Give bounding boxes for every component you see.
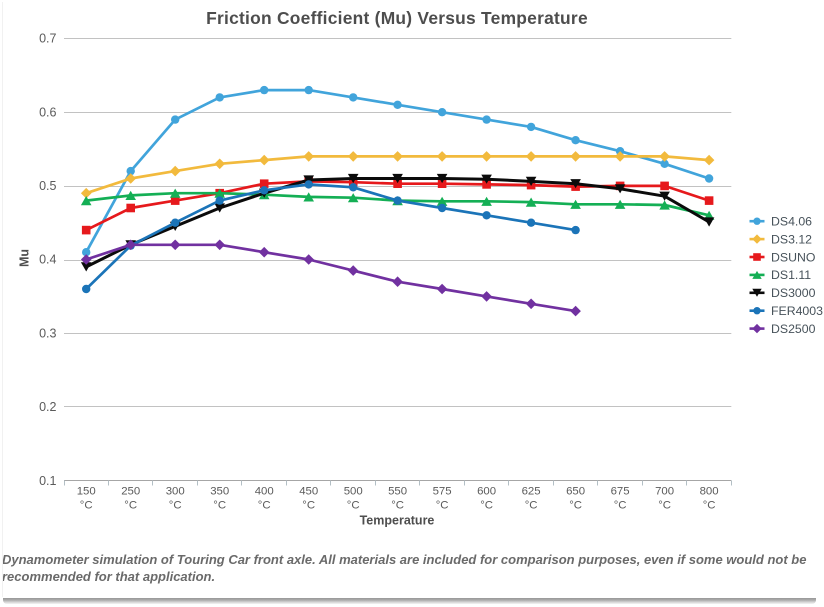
svg-text:650: 650 <box>566 486 585 498</box>
svg-text:°C: °C <box>169 500 182 512</box>
svg-text:500: 500 <box>344 486 363 498</box>
svg-text:°C: °C <box>258 500 271 512</box>
svg-text:625: 625 <box>522 486 541 498</box>
svg-text:°C: °C <box>658 500 671 512</box>
svg-text:150: 150 <box>77 486 96 498</box>
svg-text:°C: °C <box>302 500 315 512</box>
svg-text:0.4: 0.4 <box>39 253 56 267</box>
svg-text:Mu: Mu <box>18 249 32 267</box>
svg-text:DS2500: DS2500 <box>771 322 816 336</box>
svg-text:°C: °C <box>347 500 360 512</box>
svg-text:350: 350 <box>210 486 229 498</box>
svg-text:0.5: 0.5 <box>39 179 56 193</box>
svg-text:0.7: 0.7 <box>39 32 56 46</box>
svg-text:°C: °C <box>391 500 404 512</box>
svg-text:°C: °C <box>525 500 538 512</box>
svg-text:0.6: 0.6 <box>39 105 56 119</box>
svg-text:°C: °C <box>124 500 137 512</box>
svg-text:450: 450 <box>299 486 318 498</box>
svg-text:DS4.06: DS4.06 <box>771 215 812 229</box>
svg-text:°C: °C <box>703 500 716 512</box>
svg-text:550: 550 <box>388 486 407 498</box>
svg-text:°C: °C <box>436 500 449 512</box>
svg-text:Friction Coefficient (Mu) Vers: Friction Coefficient (Mu) Versus Tempera… <box>206 8 588 28</box>
svg-text:300: 300 <box>166 486 185 498</box>
svg-text:FER4003: FER4003 <box>771 304 823 318</box>
svg-text:DS1.11: DS1.11 <box>771 268 811 282</box>
svg-text:675: 675 <box>611 486 630 498</box>
svg-text:°C: °C <box>80 500 93 512</box>
svg-text:Temperature: Temperature <box>360 514 435 528</box>
svg-text:400: 400 <box>255 486 274 498</box>
svg-text:600: 600 <box>477 486 496 498</box>
svg-text:250: 250 <box>121 486 140 498</box>
svg-text:°C: °C <box>480 500 493 512</box>
svg-text:0.1: 0.1 <box>39 474 56 488</box>
svg-text:°C: °C <box>569 500 582 512</box>
svg-text:DSUNO: DSUNO <box>771 250 815 264</box>
svg-text:DS3.12: DS3.12 <box>771 232 812 246</box>
svg-text:575: 575 <box>433 486 452 498</box>
svg-text:°C: °C <box>614 500 627 512</box>
svg-text:0.2: 0.2 <box>39 400 56 414</box>
svg-text:800: 800 <box>700 486 719 498</box>
svg-text:°C: °C <box>213 500 226 512</box>
svg-text:700: 700 <box>655 486 674 498</box>
svg-text:DS3000: DS3000 <box>771 286 816 300</box>
svg-text:0.3: 0.3 <box>39 326 56 340</box>
